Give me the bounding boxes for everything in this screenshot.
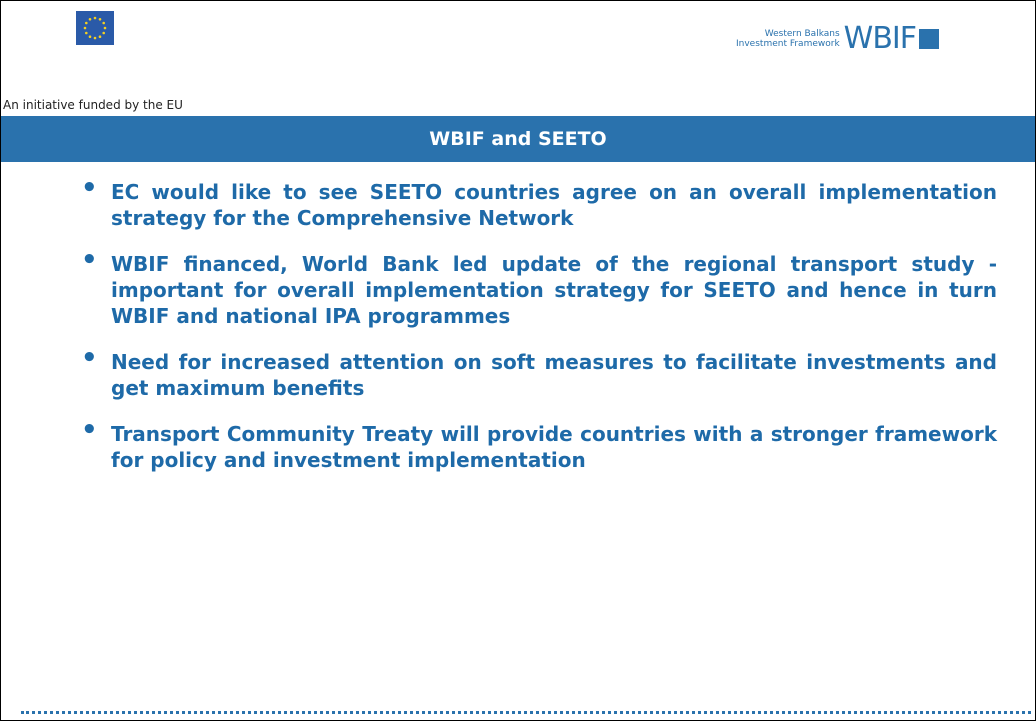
logo-mark: WBIF [843,21,917,56]
logo-subtitle: Western Balkans Investment Framework [736,29,840,49]
bullet-list: EC would like to see SEETO countries agr… [77,175,997,493]
bullet: Transport Community Treaty will provide … [77,417,997,473]
logo-subtitle-line: Investment Framework [736,38,840,49]
title: WBIF and SEETO [429,128,607,150]
bullet: Need for increased attention on soft mea… [77,345,997,401]
bullet: EC would like to see SEETO countries agr… [77,175,997,231]
dotted-rule [21,711,1031,714]
logo-subtitle-line: Western Balkans [764,28,840,39]
wbif-logo: Western Balkans Investment Framework WBI… [736,21,940,56]
eu-flag [76,11,114,45]
logo-square [919,28,940,49]
title-band: WBIF and SEETO [1,116,1035,162]
bullet: WBIF financed, World Bank led update of … [77,247,997,329]
caption: An initiative funded by the EU [3,98,183,112]
